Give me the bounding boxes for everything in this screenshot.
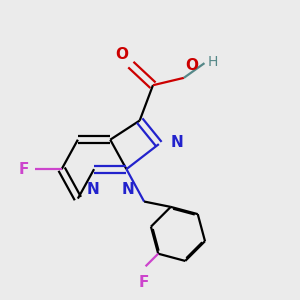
Text: O: O [185,58,198,74]
Text: N: N [86,182,99,197]
Text: F: F [19,162,29,177]
Text: N: N [171,135,183,150]
Text: H: H [207,55,218,69]
Text: N: N [122,182,134,197]
Text: O: O [115,47,128,62]
Text: F: F [139,275,149,290]
